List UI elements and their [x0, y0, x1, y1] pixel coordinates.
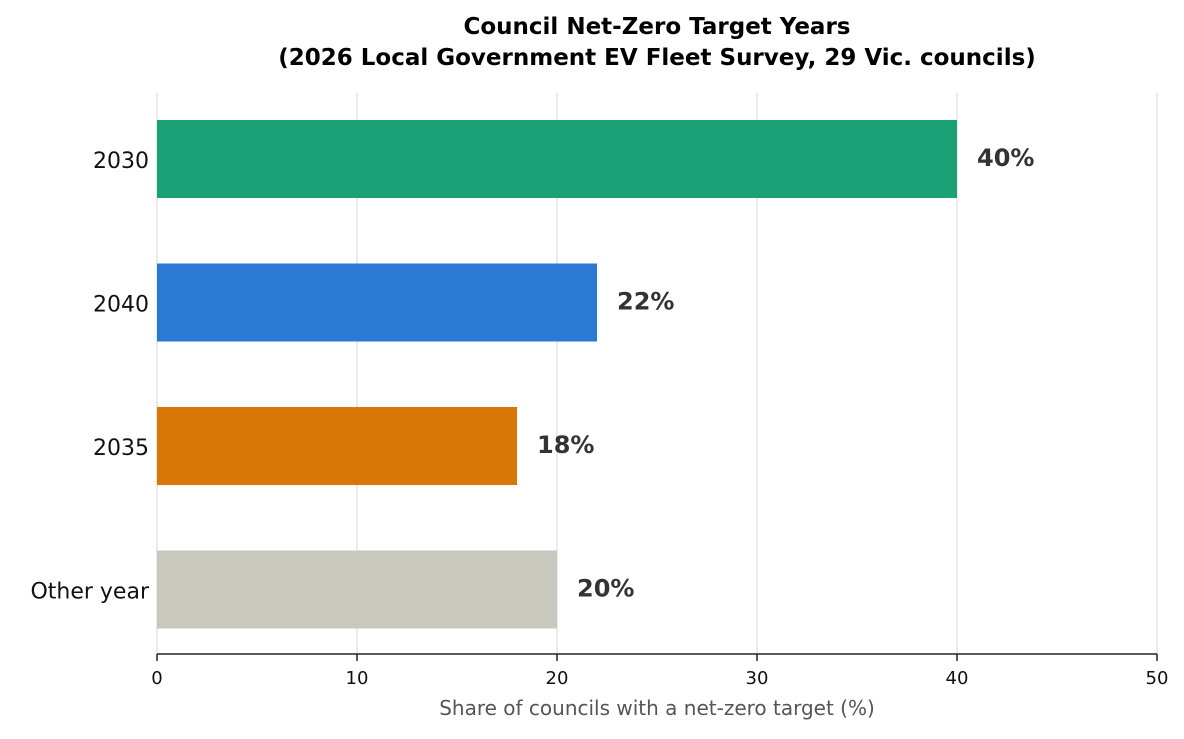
bar-2 — [157, 407, 517, 485]
chart-title: Council Net-Zero Target Years — [463, 14, 850, 40]
value-label-2: 18% — [537, 431, 594, 459]
bar-layer: 2030 40% 2040 22% 2035 18% Other year 20% — [30, 120, 1034, 629]
chart-subtitle: (2026 Local Government EV Fleet Survey, … — [278, 45, 1036, 71]
x-axis-label: Share of councils with a net-zero target… — [439, 696, 875, 720]
bar-1 — [157, 263, 597, 342]
category-label-0: 2030 — [93, 149, 149, 174]
bar-0 — [157, 120, 957, 198]
x-tick-label-4: 40 — [946, 668, 969, 689]
category-label-2: 2035 — [93, 436, 149, 461]
x-tick-label-0: 0 — [151, 668, 162, 689]
x-tick-label-3: 30 — [746, 668, 769, 689]
category-label-1: 2040 — [93, 293, 149, 318]
x-axis: 0 10 20 30 40 50 — [151, 653, 1169, 689]
value-label-1: 22% — [617, 288, 674, 316]
value-label-3: 20% — [577, 575, 634, 603]
bar-3 — [157, 550, 557, 629]
category-label-3: Other year — [30, 580, 149, 605]
x-tick-label-5: 50 — [1146, 668, 1169, 689]
x-tick-label-1: 10 — [346, 668, 369, 689]
value-label-0: 40% — [977, 144, 1034, 172]
x-tick-label-2: 20 — [546, 668, 569, 689]
